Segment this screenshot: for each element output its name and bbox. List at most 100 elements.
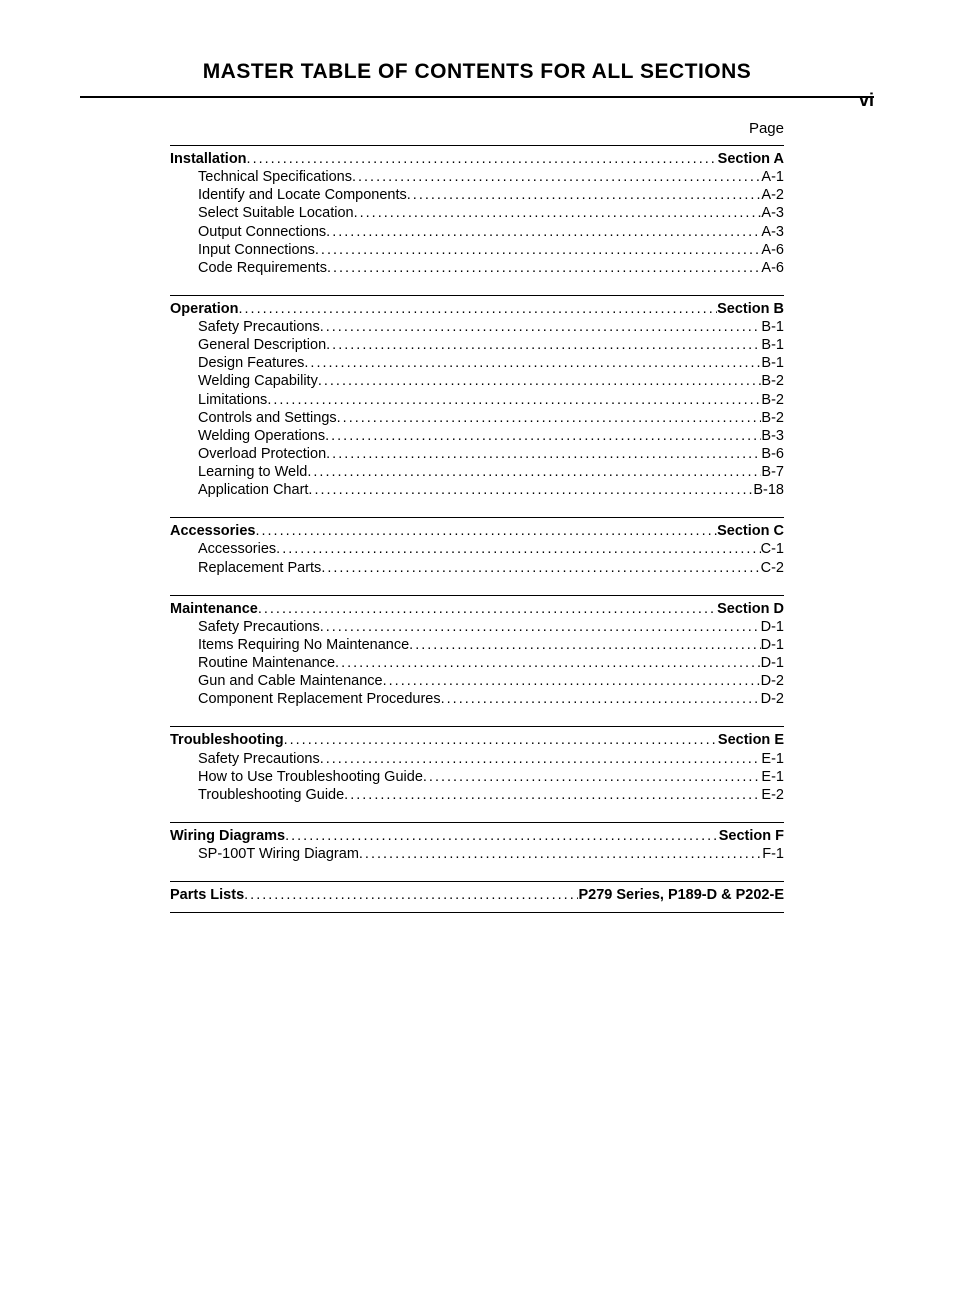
toc-item-row: Safety Precautions B-1 [170, 318, 784, 336]
toc-leader-dots [318, 372, 762, 390]
toc-item-page: E-2 [761, 786, 784, 804]
toc-item-row: Component Replacement Procedures D-2 [170, 690, 784, 708]
toc-section-row: Operation Section B [170, 300, 784, 318]
toc-item-title: Accessories [198, 540, 276, 558]
toc-leader-dots [307, 463, 761, 481]
toc-item-row: Safety Precautions E-1 [170, 750, 784, 768]
toc-item-row: SP-100T Wiring Diagram F-1 [170, 845, 784, 863]
toc-item-title: Replacement Parts [198, 559, 321, 577]
toc-leader-dots [337, 409, 762, 427]
toc-item-page: A-3 [761, 223, 784, 241]
toc-leader-dots [326, 336, 761, 354]
toc-item-title: General Description [198, 336, 326, 354]
page-column-label: Page [0, 120, 784, 137]
toc-item-page: D-1 [761, 636, 784, 654]
toc-leader-dots [326, 445, 761, 463]
toc-leader-dots [335, 654, 761, 672]
toc-item-title: Safety Precautions [198, 618, 320, 636]
toc-leader-dots [285, 827, 719, 845]
toc-leader-dots [267, 391, 761, 409]
toc-item-row: Identify and Locate Components A-2 [170, 186, 784, 204]
toc-item-row: How to Use Troubleshooting Guide E-1 [170, 768, 784, 786]
toc-item-row: Application Chart B-18 [170, 481, 784, 499]
toc-item-row: Overload Protection B-6 [170, 445, 784, 463]
toc-item-row: Accessories C-1 [170, 540, 784, 558]
toc-item-title: Overload Protection [198, 445, 326, 463]
toc-item-title: Select Suitable Location [198, 204, 354, 222]
toc-item-title: Controls and Settings [198, 409, 337, 427]
toc-item-row: Input Connections A-6 [170, 241, 784, 259]
toc-item-row: Output Connections A-3 [170, 223, 784, 241]
toc-section-row: Troubleshooting Section E [170, 731, 784, 749]
toc-item-page: B-1 [761, 354, 784, 372]
toc-item-page: B-2 [761, 372, 784, 390]
section-rule [170, 912, 784, 913]
toc-leader-dots [304, 354, 761, 372]
toc-item-page: A-6 [761, 241, 784, 259]
toc-item-title: Welding Operations [198, 427, 325, 445]
toc-item-row: Controls and Settings B-2 [170, 409, 784, 427]
toc-section-page: Section E [718, 731, 784, 749]
toc-item-row: Technical Specifications A-1 [170, 168, 784, 186]
toc-item-title: Limitations [198, 391, 267, 409]
toc-section-page: Section F [719, 827, 784, 845]
toc-leader-dots [247, 150, 718, 168]
toc-item-page: E-1 [761, 750, 784, 768]
toc-section-page: Section B [717, 300, 784, 318]
section-rule [170, 726, 784, 727]
toc-leader-dots [409, 636, 760, 654]
toc-item-row: Select Suitable Location A-3 [170, 204, 784, 222]
toc-leader-dots [325, 427, 761, 445]
toc-item-row: Safety Precautions D-1 [170, 618, 784, 636]
toc-section-title: Maintenance [170, 600, 258, 618]
toc-item-page: B-1 [761, 318, 784, 336]
toc-item-row: Welding Operations B-3 [170, 427, 784, 445]
toc-item-title: Design Features [198, 354, 304, 372]
toc-item-row: Items Requiring No Maintenance D-1 [170, 636, 784, 654]
toc-leader-dots [315, 241, 762, 259]
section-rule [170, 517, 784, 518]
toc-item-page: B-7 [761, 463, 784, 481]
section-rule [170, 595, 784, 596]
toc-leader-dots [244, 886, 578, 904]
toc-leader-dots [320, 618, 761, 636]
toc-item-title: Welding Capability [198, 372, 318, 390]
toc-item-title: Gun and Cable Maintenance [198, 672, 383, 690]
toc-item-title: Identify and Locate Components [198, 186, 407, 204]
toc-item-page: A-1 [761, 168, 784, 186]
toc-item-row: General Description B-1 [170, 336, 784, 354]
toc-section-row: Wiring Diagrams Section F [170, 827, 784, 845]
toc-section-title: Parts Lists [170, 886, 244, 904]
toc-section-page: Section A [718, 150, 784, 168]
toc-item-row: Code Requirements A-6 [170, 259, 784, 277]
toc-item-title: Component Replacement Procedures [198, 690, 441, 708]
toc-leader-dots [344, 786, 761, 804]
toc-item-row: Limitations B-2 [170, 391, 784, 409]
toc-item-page: C-1 [761, 540, 784, 558]
toc-leader-dots [238, 300, 717, 318]
toc-leader-dots [321, 559, 760, 577]
toc-item-title: Application Chart [198, 481, 308, 499]
toc-item-page: B-18 [753, 481, 784, 499]
toc-item-title: Routine Maintenance [198, 654, 335, 672]
toc-item-title: Troubleshooting Guide [198, 786, 344, 804]
toc-section-title: Wiring Diagrams [170, 827, 285, 845]
section-gap [170, 277, 784, 287]
toc-item-page: A-2 [761, 186, 784, 204]
toc-item-page: B-1 [761, 336, 784, 354]
toc-section-title: Operation [170, 300, 238, 318]
toc-leader-dots [352, 168, 761, 186]
toc-leader-dots [383, 672, 761, 690]
section-gap [170, 863, 784, 873]
toc-item-row: Troubleshooting Guide E-2 [170, 786, 784, 804]
toc-leader-dots [258, 600, 717, 618]
toc-item-page: D-1 [761, 654, 784, 672]
toc-item-row: Welding Capability B-2 [170, 372, 784, 390]
toc-item-page: B-2 [761, 409, 784, 427]
title-rule [80, 96, 874, 98]
toc-item-row: Learning to Weld B-7 [170, 463, 784, 481]
section-gap [170, 708, 784, 718]
section-gap [170, 804, 784, 814]
toc-item-title: Safety Precautions [198, 318, 320, 336]
section-rule [170, 822, 784, 823]
